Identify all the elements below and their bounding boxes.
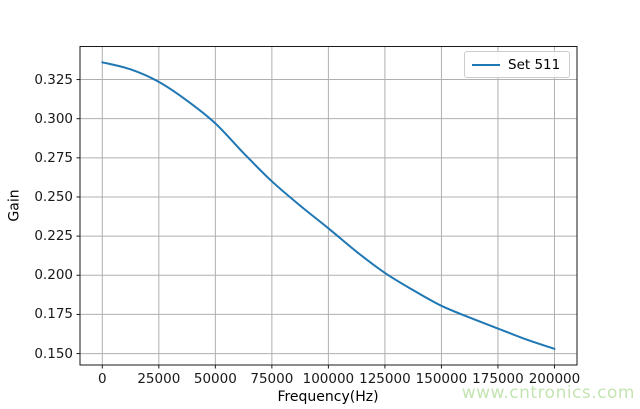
y-tick-label: 0.175 bbox=[34, 306, 73, 323]
legend: Set 511 bbox=[464, 51, 570, 78]
y-tick-label: 0.250 bbox=[34, 188, 73, 205]
y-axis-label: Gain bbox=[6, 189, 23, 222]
y-tick-label: 0.325 bbox=[34, 71, 73, 88]
legend-label: Set 511 bbox=[508, 56, 561, 73]
y-tick-label: 0.300 bbox=[34, 110, 73, 127]
x-tick-label: 0 bbox=[97, 371, 107, 387]
y-tick-label: 0.275 bbox=[34, 149, 73, 166]
y-tick-label: 0.150 bbox=[34, 345, 73, 362]
y-tick-label: 0.225 bbox=[34, 228, 73, 245]
x-tick-label: 150000 bbox=[415, 371, 468, 387]
legend-line-sample bbox=[472, 63, 500, 66]
x-tick-label: 50000 bbox=[193, 371, 237, 387]
x-tick-label: 175000 bbox=[472, 371, 524, 387]
x-tick-label: 75000 bbox=[250, 371, 294, 387]
x-tick-label: 25000 bbox=[137, 371, 181, 387]
watermark: www.cntronics.com bbox=[461, 383, 635, 403]
x-tick-label: 100000 bbox=[302, 371, 355, 387]
y-tick-label: 0.200 bbox=[34, 267, 73, 284]
x-tick-label: 125000 bbox=[359, 371, 411, 387]
x-axis-label: Frequency(Hz) bbox=[277, 389, 379, 405]
x-tick-label: 200000 bbox=[528, 371, 581, 387]
